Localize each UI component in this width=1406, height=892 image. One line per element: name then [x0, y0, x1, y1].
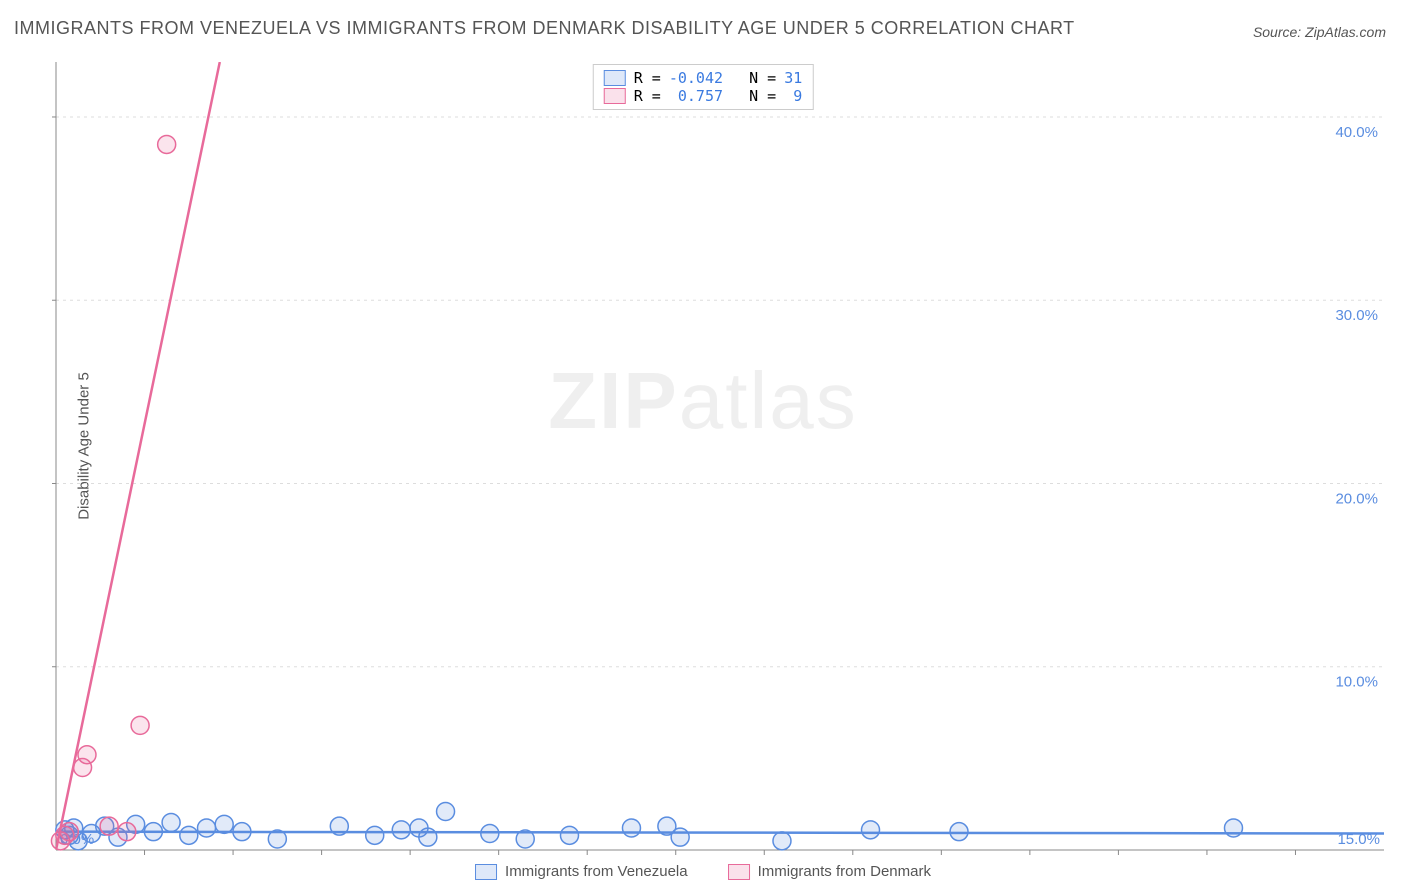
legend-label: Immigrants from Venezuela	[505, 863, 688, 880]
legend-n-value: 9	[784, 87, 802, 105]
legend-r-value: 0.757	[669, 87, 723, 105]
legend-item-denmark: Immigrants from Denmark	[728, 863, 931, 880]
legend-label: Immigrants from Denmark	[758, 863, 931, 880]
swatch-denmark	[728, 864, 750, 880]
legend-r-value: -0.042	[669, 69, 723, 87]
legend-row-venezuela: R = -0.042 N = 31	[604, 69, 803, 87]
source-attribution: Source: ZipAtlas.com	[1253, 24, 1386, 40]
legend-n-value: 31	[784, 69, 802, 87]
legend-n-label: N =	[731, 69, 776, 87]
swatch-denmark	[604, 88, 626, 104]
svg-text:40.0%: 40.0%	[1335, 124, 1378, 141]
swatch-venezuela	[604, 70, 626, 86]
legend-r-label: R =	[634, 87, 661, 105]
svg-text:30.0%: 30.0%	[1335, 307, 1378, 324]
series-legend: Immigrants from Venezuela Immigrants fro…	[475, 863, 931, 880]
legend-n-label: N =	[731, 87, 776, 105]
scatter-chart-svg: 10.0%20.0%30.0%40.0%0.0%15.0%	[50, 60, 1390, 860]
legend-r-label: R =	[634, 69, 661, 87]
chart-area: 10.0%20.0%30.0%40.0%0.0%15.0%	[50, 60, 1390, 860]
legend-item-venezuela: Immigrants from Venezuela	[475, 863, 688, 880]
chart-title: IMMIGRANTS FROM VENEZUELA VS IMMIGRANTS …	[14, 18, 1075, 39]
legend-row-denmark: R = 0.757 N = 9	[604, 87, 803, 105]
swatch-venezuela	[475, 864, 497, 880]
correlation-legend: R = -0.042 N = 31 R = 0.757 N = 9	[593, 64, 814, 110]
svg-text:10.0%: 10.0%	[1335, 674, 1378, 691]
svg-text:20.0%: 20.0%	[1335, 490, 1378, 507]
